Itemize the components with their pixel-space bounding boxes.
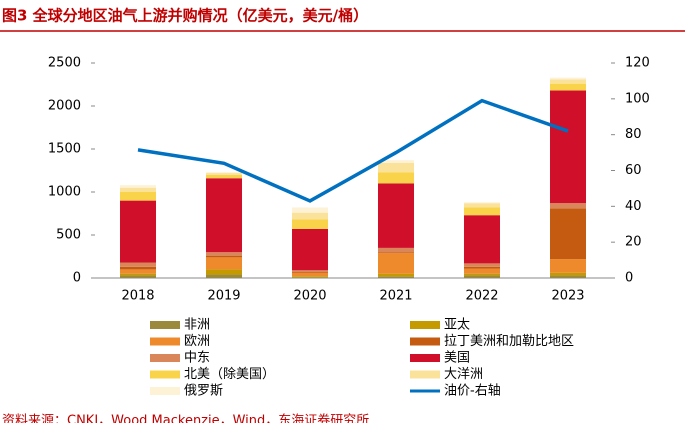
bar-segment <box>464 275 500 278</box>
x-tick-label: 2022 <box>465 289 498 304</box>
bar-segment <box>120 192 156 201</box>
legend-label: 北美（除美国） <box>184 367 275 382</box>
bar-segment <box>378 276 414 278</box>
bar-segment <box>120 269 156 274</box>
legend-swatch <box>410 321 440 329</box>
legend-swatch <box>150 354 180 362</box>
y-tick-label: 1000 <box>48 185 81 200</box>
legend-label: 非洲 <box>184 318 210 333</box>
bar-segment <box>464 273 500 276</box>
legend-swatch <box>410 370 440 379</box>
legend-swatch <box>410 337 440 346</box>
bar-segment <box>464 268 500 274</box>
bar-segment <box>550 259 586 273</box>
bar-segment <box>292 207 328 213</box>
bar-segment <box>464 266 500 269</box>
y2-tick-label: 0 <box>625 271 633 286</box>
legend-label: 油价-右轴 <box>444 384 501 399</box>
legend-swatch <box>410 354 440 362</box>
x-tick-label: 2023 <box>551 289 584 304</box>
legend-swatch <box>150 387 180 395</box>
legend-swatch <box>150 370 180 379</box>
line <box>137 98 569 203</box>
bar-segment <box>378 252 414 254</box>
legend-label: 美国 <box>444 351 470 366</box>
bar-segment <box>292 271 328 273</box>
x-tick-label: 2019 <box>207 289 240 304</box>
y-tick-label: 2500 <box>48 56 81 71</box>
bar-segment <box>464 263 500 267</box>
legend-label: 拉丁美洲和加勒比地区 <box>444 334 574 349</box>
bar-segment <box>550 79 586 84</box>
bar-segment <box>120 200 156 263</box>
bar-segment <box>120 266 156 270</box>
bar-segment <box>378 183 414 248</box>
bar-segment <box>550 208 586 260</box>
y2-tick-label: 120 <box>625 56 650 71</box>
bar-segment <box>120 185 156 188</box>
x-tick-label: 2021 <box>379 289 412 304</box>
bar-segment <box>206 172 242 174</box>
bar-segment <box>292 228 328 271</box>
bar-segment <box>550 275 586 278</box>
source: 资料来源：CNKI，Wood Mackenzie，Wind，东海证券研究所 <box>2 413 369 424</box>
bar-segment <box>292 276 328 278</box>
bar-segment <box>206 174 242 179</box>
bar-segment <box>206 252 242 256</box>
bar-segment <box>550 83 586 91</box>
bar-segment <box>464 215 500 264</box>
bar-segment <box>206 269 242 275</box>
bar-segment <box>206 274 242 278</box>
bar-segment <box>550 272 586 276</box>
bar-segment <box>206 173 242 175</box>
y2-tick-label: 40 <box>625 199 642 214</box>
legend-label: 俄罗斯 <box>184 384 223 399</box>
y-tick-label: 0 <box>73 271 81 286</box>
legend-label: 欧洲 <box>184 334 210 349</box>
bar-segment <box>378 247 414 253</box>
bar-segment <box>206 257 242 270</box>
bar-segment <box>292 277 328 278</box>
bar-segment <box>120 273 156 276</box>
legend-swatch <box>150 337 180 346</box>
bar-segment <box>378 160 414 163</box>
bar-segment <box>292 212 328 220</box>
bar-segment <box>378 172 414 184</box>
bar-segment <box>378 273 414 277</box>
bar-segment <box>206 178 242 253</box>
y2-tick-label: 60 <box>625 163 642 178</box>
bar-segment <box>464 203 500 208</box>
bar-segment <box>550 203 586 209</box>
chart-title: 图3 全球分地区油气上游并购情况（亿美元，美元/桶） <box>2 7 368 25</box>
bar-segment <box>550 77 586 80</box>
bar-segment <box>464 202 500 204</box>
y2-tick-label: 80 <box>625 127 642 142</box>
y2-tick-label: 100 <box>625 91 650 106</box>
bar-segment <box>206 255 242 258</box>
bar-segment <box>292 219 328 229</box>
bar-segment <box>120 275 156 278</box>
x-tick-label: 2020 <box>293 289 326 304</box>
y-tick-label: 1500 <box>48 142 81 157</box>
y-tick-label: 500 <box>56 228 81 243</box>
bar-segment <box>464 207 500 216</box>
y-tick-label: 2000 <box>48 99 81 114</box>
bar-segment <box>550 90 586 204</box>
bar-segment <box>292 272 328 277</box>
x-tick-label: 2018 <box>121 289 154 304</box>
legend-swatch <box>150 321 180 329</box>
bar-segment <box>378 162 414 173</box>
legend-label: 亚太 <box>444 318 470 333</box>
legend-label: 中东 <box>184 351 210 366</box>
bar-segment <box>120 262 156 267</box>
bar-segment <box>120 187 156 192</box>
bar-segment <box>292 270 328 272</box>
legend-label: 大洋洲 <box>444 367 483 382</box>
y2-tick-label: 20 <box>625 235 642 250</box>
bar-segment <box>378 253 414 274</box>
